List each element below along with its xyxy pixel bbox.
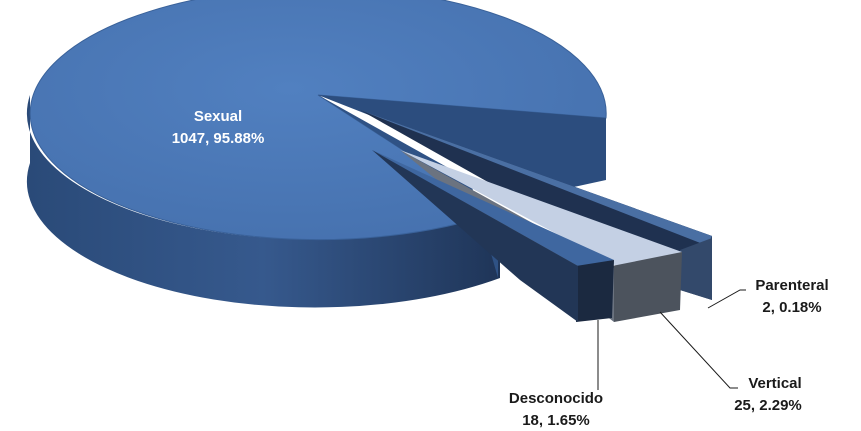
label-parenteral-value: 2, 0.18%: [762, 299, 821, 316]
slice-sexual-side: [26, 95, 500, 308]
label-sexual-name: Sexual: [194, 108, 242, 125]
label-sexual-value: 1047, 95.88%: [172, 130, 265, 147]
leader-lines: [597, 289, 746, 390]
data-labels: Sexual 1047, 95.88% Parenteral 2, 0.18% …: [172, 108, 829, 429]
label-vertical-name: Vertical: [748, 375, 801, 392]
label-vertical-value: 25, 2.29%: [734, 397, 802, 414]
leader-line-vertical: [659, 311, 738, 389]
label-desconocido-name: Desconocido: [509, 390, 603, 407]
slice-desconocido: [372, 150, 614, 322]
label-parenteral-name: Parenteral: [755, 277, 828, 294]
label-desconocido-value: 18, 1.65%: [522, 412, 590, 429]
slice-sexual-cut: [318, 95, 606, 190]
slice-sexual-top: [29, 0, 607, 241]
leader-line-parenteral: [707, 289, 746, 309]
